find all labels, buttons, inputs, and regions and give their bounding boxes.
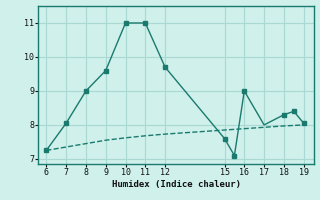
X-axis label: Humidex (Indice chaleur): Humidex (Indice chaleur) [111, 180, 241, 189]
